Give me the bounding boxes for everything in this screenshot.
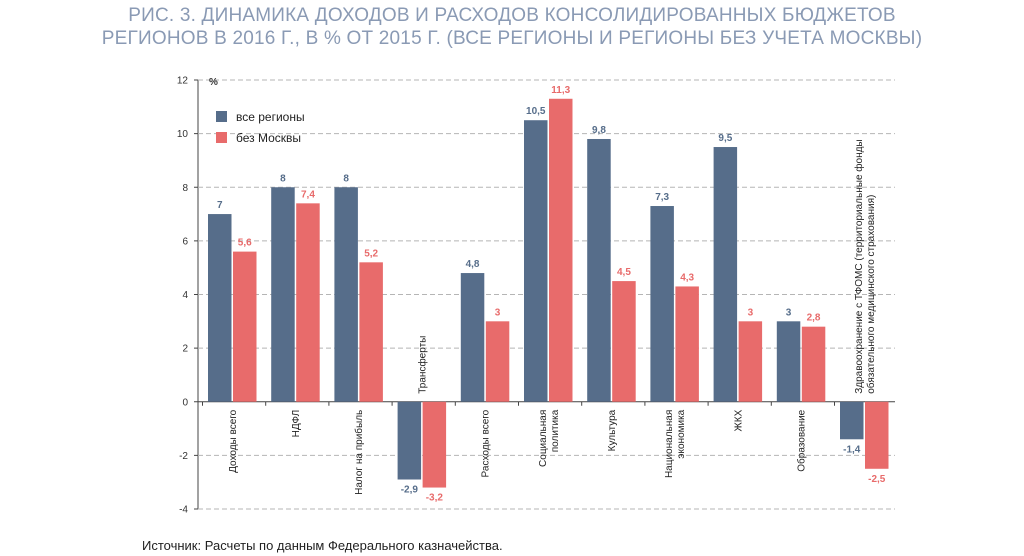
category-label: Трансферты	[416, 336, 428, 394]
legend-label: все регионы	[236, 110, 305, 124]
category-label: Доходы всего	[228, 409, 239, 473]
y-tick-label: 4	[182, 290, 188, 301]
data-label: 3	[786, 307, 792, 318]
data-label: 5,2	[364, 248, 378, 259]
data-label: 9,5	[718, 133, 732, 144]
data-label: 2,8	[807, 313, 821, 324]
data-label: 4,3	[680, 272, 694, 283]
bar	[271, 187, 295, 402]
bar	[801, 326, 826, 402]
category-label: политика	[550, 409, 561, 452]
legend-label: без Москвы	[236, 131, 301, 145]
category-label: обязательного медицинского страхования)	[865, 195, 877, 394]
data-label: 5,6	[238, 238, 252, 249]
bar	[422, 401, 447, 488]
data-label: -2,5	[868, 474, 886, 485]
data-label: 8	[280, 173, 286, 184]
y-tick-label: -4	[179, 505, 188, 516]
category-label: Налог на прибыль	[353, 410, 365, 495]
bars	[208, 98, 889, 488]
data-label: 3	[748, 307, 754, 318]
bar	[485, 321, 510, 402]
y-axis-unit-label: %	[209, 77, 218, 88]
data-label: 7,3	[655, 192, 669, 203]
data-label: 7,4	[301, 189, 315, 200]
bar	[738, 321, 763, 402]
data-label: 4,5	[617, 267, 631, 278]
data-label: 9,8	[592, 125, 606, 136]
bar	[650, 206, 674, 402]
data-label: 7	[217, 200, 223, 211]
category-label: экономика	[676, 409, 687, 458]
data-label: -1,4	[843, 444, 861, 455]
category-label: НДФЛ	[291, 410, 302, 438]
bar	[713, 147, 738, 402]
bar	[776, 321, 801, 402]
y-tick-label: 2	[182, 344, 188, 355]
category-label: Образование	[796, 409, 808, 471]
bar	[397, 401, 422, 480]
y-tick-label: 12	[177, 76, 189, 87]
category-labels: Доходы всего НДФЛ Налог на прибыль Трансфер…	[228, 139, 877, 494]
data-label: 3	[495, 307, 501, 318]
chart-title-line-1: РИС. 3. ДИНАМИКА ДОХОДОВ И РАСХОДОВ КОНС…	[128, 5, 896, 26]
data-label: 11,3	[551, 85, 570, 96]
y-tick-label: 0	[182, 397, 188, 408]
category-label: Культура	[607, 409, 618, 451]
y-tick-label: -2	[179, 451, 188, 462]
bar	[460, 273, 485, 402]
chart-title: РИС. 3. ДИНАМИКА ДОХОДОВ И РАСХОДОВ КОНС…	[0, 4, 1024, 50]
bar	[675, 286, 699, 402]
legend: все регионы без Москвы	[216, 110, 305, 145]
data-label: 10,5	[526, 106, 546, 117]
bar	[524, 120, 548, 402]
y-tick-label: 10	[177, 129, 189, 140]
category-label: Социальная	[538, 410, 549, 467]
legend-swatch	[216, 111, 227, 122]
source-note: Источник: Расчеты по данным Федерального…	[142, 538, 503, 553]
data-label: -3,2	[426, 493, 444, 504]
category-label: Здравоохранение с ТФОМС (территориальные…	[853, 139, 865, 393]
chart-title-line-2: РЕГИОНОВ В 2016 Г., В % ОТ 2015 Г. (ВСЕ …	[101, 28, 923, 49]
category-label: ЖКХ	[733, 409, 744, 431]
bar	[549, 98, 573, 402]
data-label: -2,9	[401, 485, 419, 496]
bar	[208, 214, 232, 402]
y-tick-label: 6	[182, 236, 188, 247]
bar	[840, 401, 864, 440]
data-label: 4,8	[466, 259, 480, 270]
bar	[233, 251, 257, 402]
category-label: Национальная	[664, 410, 675, 478]
bar	[296, 203, 320, 402]
legend-swatch	[216, 132, 227, 143]
bar	[359, 262, 383, 402]
bar	[334, 187, 358, 402]
value-labels: 7 5,6 8 7,4 8 5,2 -2,9 -3,2 4,8 3 10,5 11,3 9,8 4,5 7,…	[217, 85, 886, 504]
bar	[612, 281, 636, 402]
y-tick-label: 8	[182, 183, 188, 194]
category-label: Расходы всего	[481, 409, 492, 477]
data-label: 8	[343, 173, 349, 184]
bar	[587, 138, 611, 402]
bar	[865, 401, 889, 469]
